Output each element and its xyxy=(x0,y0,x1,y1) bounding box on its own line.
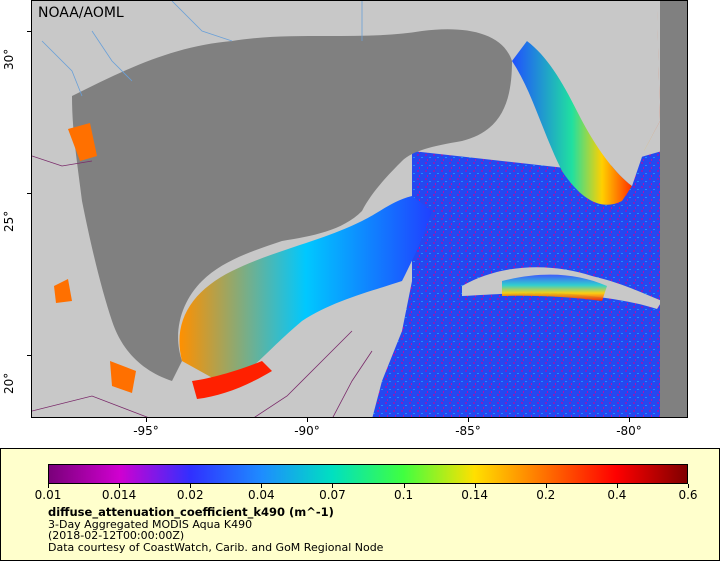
colorbar-tick-label: 0.1 xyxy=(394,488,414,502)
colorbar-tick-mark xyxy=(261,484,263,488)
colorbar-tick-label: 0.14 xyxy=(461,488,489,502)
lon-tick-label: -95° xyxy=(133,424,159,438)
colorbar-tick-label: 0.6 xyxy=(678,488,698,502)
colorbar-tick-mark xyxy=(332,484,334,488)
colorbar-tick-mark xyxy=(190,484,192,488)
florida-peninsula xyxy=(512,1,660,186)
west-gulf-band xyxy=(179,196,432,386)
map-panel[interactable]: NOAA/AOML xyxy=(31,0,688,418)
lat-tick-mark xyxy=(27,193,31,194)
colorbar-tick-mark xyxy=(48,484,49,488)
east-no-data xyxy=(660,1,687,417)
colorbar-tick-label: 0.2 xyxy=(536,488,556,502)
lon-tick-label: -85° xyxy=(455,424,481,438)
yucatan-peninsula xyxy=(262,291,397,417)
data-credit: Data courtesy of CoastWatch, Carib. and … xyxy=(48,541,384,554)
colorbar xyxy=(48,464,688,484)
colorbar-tick-label: 0.04 xyxy=(247,488,275,502)
colorbar-tick-mark xyxy=(616,484,618,488)
time-stamp: (2018-02-12T00:00:00Z) xyxy=(48,529,185,542)
lon-tick-mark xyxy=(146,418,147,422)
bay-of-campeche xyxy=(192,361,272,399)
colorbar-tick-mark xyxy=(688,484,689,488)
colorbar-tick-mark xyxy=(545,484,547,488)
lon-tick-label: -80° xyxy=(616,424,642,438)
legend-panel: 0.01 0.014 0.02 0.04 0.07 0.1 0.14 0.2 0.4 0.6 di… xyxy=(0,448,720,561)
lat-tick-label: 20° xyxy=(2,372,16,394)
river-lines xyxy=(41,1,363,97)
colorbar-tick-mark xyxy=(474,484,476,488)
satellite-map xyxy=(32,1,687,417)
lat-tick-label: 30° xyxy=(2,48,16,70)
source-label: NOAA/AOML xyxy=(38,5,124,21)
dataset-title: 3-Day Aggregated MODIS Aqua K490 xyxy=(48,518,253,531)
lat-tick-mark xyxy=(27,31,31,32)
lon-tick-mark xyxy=(468,418,469,422)
lon-tick-mark xyxy=(307,418,308,422)
colorbar-tick-label: 0.02 xyxy=(176,488,204,502)
variable-name: diffuse_attenuation_coefficient_k490 (m^… xyxy=(48,505,334,519)
gulf-no-data xyxy=(72,29,512,382)
texas-coast-spot xyxy=(68,123,97,161)
veracruz-spot xyxy=(110,361,136,393)
colorbar-tick-mark xyxy=(119,484,121,488)
colorbar-tick-label: 0.07 xyxy=(319,488,346,502)
tampico-spot xyxy=(54,279,72,303)
border-lines xyxy=(32,155,373,417)
lon-tick-mark xyxy=(629,418,630,422)
colorbar-tick-mark xyxy=(403,484,405,488)
colorbar-tick-label: 0.01 xyxy=(34,488,62,502)
lat-tick-mark xyxy=(27,355,31,356)
colorbar-tick-label: 0.4 xyxy=(607,488,627,502)
lon-tick-label: -90° xyxy=(294,424,320,438)
florida-shelf xyxy=(512,41,632,205)
cuba-shelf xyxy=(502,274,607,301)
colorbar-tick-label: 0.014 xyxy=(101,488,137,502)
lat-tick-label: 25° xyxy=(2,210,16,232)
